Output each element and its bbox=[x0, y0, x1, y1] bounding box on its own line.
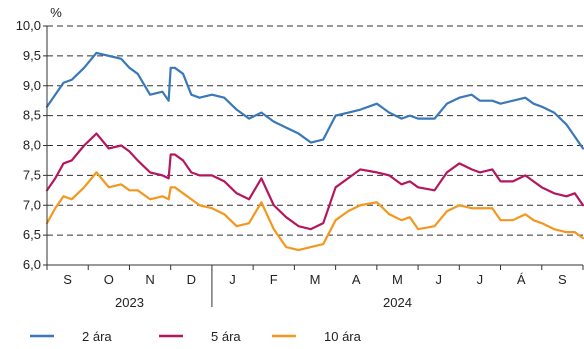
legend-label: 5 ára bbox=[211, 329, 241, 344]
month-label: M bbox=[310, 272, 321, 287]
y-tick-label: 7,5 bbox=[23, 167, 41, 182]
month-label: J bbox=[477, 272, 484, 287]
legend: 2 ára 5 ára 10 ára bbox=[30, 329, 362, 344]
month-label: A bbox=[352, 272, 361, 287]
y-tick-label: 6,0 bbox=[23, 257, 41, 272]
y-tick-label: 8,0 bbox=[23, 138, 41, 153]
year-labels: 2023 2024 bbox=[115, 295, 412, 310]
year-label: 2023 bbox=[115, 295, 144, 310]
month-label: S bbox=[558, 272, 567, 287]
unit-label: % bbox=[50, 5, 62, 20]
month-label: J bbox=[435, 272, 442, 287]
month-label: S bbox=[63, 272, 72, 287]
legend-label: 10 ára bbox=[324, 329, 362, 344]
month-label: O bbox=[104, 272, 114, 287]
month-label: D bbox=[187, 272, 196, 287]
series-group bbox=[45, 51, 584, 252]
axes bbox=[43, 25, 584, 307]
y-tick-labels: 6,0 6,5 7,0 7,5 8,0 8,5 9,0 9,5 10,0 bbox=[16, 18, 41, 272]
series-line bbox=[45, 171, 584, 252]
month-label: N bbox=[145, 272, 154, 287]
month-label: F bbox=[270, 272, 278, 287]
legend-label: 2 ára bbox=[82, 329, 112, 344]
month-label: J bbox=[229, 272, 236, 287]
y-tick-label: 10,0 bbox=[16, 18, 41, 33]
y-tick-label: 7,0 bbox=[23, 197, 41, 212]
month-label: Á bbox=[517, 272, 526, 287]
y-tick-label: 8,5 bbox=[23, 108, 41, 123]
year-label: 2024 bbox=[383, 295, 412, 310]
grid bbox=[47, 25, 583, 236]
month-label: M bbox=[392, 272, 403, 287]
y-tick-label: 9,0 bbox=[23, 78, 41, 93]
series-line bbox=[45, 132, 584, 231]
y-tick-label: 6,5 bbox=[23, 227, 41, 242]
y-tick-label: 9,5 bbox=[23, 48, 41, 63]
series-line bbox=[45, 51, 584, 150]
